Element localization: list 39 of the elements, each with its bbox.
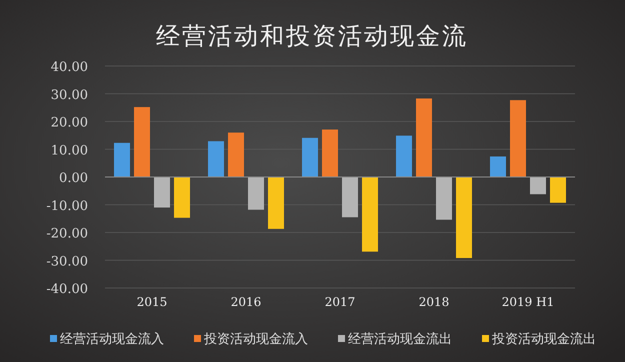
y-tick-label: 30.00 (50, 88, 88, 103)
bar (342, 177, 358, 218)
bar (436, 177, 452, 220)
bar (490, 156, 506, 177)
bar (248, 177, 264, 210)
y-tick-label: -30.00 (46, 254, 88, 270)
y-tick-label: -20.00 (46, 226, 88, 242)
bar (302, 138, 318, 177)
bar (114, 142, 130, 177)
y-tick-label: 20.00 (50, 116, 88, 130)
y-tick-label: -10.00 (46, 198, 88, 214)
x-tick-label: 2017 (324, 295, 356, 309)
bar (268, 177, 284, 229)
bar (456, 177, 472, 258)
bar (416, 98, 432, 177)
y-tick-label: 40.00 (50, 60, 88, 75)
legend-label: 经营活动现金流出 (348, 331, 452, 347)
bar (510, 100, 526, 177)
bar (174, 177, 190, 218)
x-tick-label: 2015 (136, 295, 168, 309)
legend-label: 经营活动现金流入 (60, 331, 164, 347)
legend-label: 投资活动现金流出 (491, 331, 596, 347)
x-tick-label: 2019 H1 (502, 295, 554, 309)
legend-label: 投资活动现金流入 (203, 331, 308, 347)
bar (154, 177, 170, 208)
bar (362, 177, 378, 252)
x-tick-label: 2018 (418, 295, 450, 309)
bar (134, 107, 150, 177)
bar (322, 130, 338, 177)
chart-title: 经营活动和投资活动现金流 (156, 22, 468, 50)
bar (530, 177, 546, 194)
bar (208, 141, 224, 177)
bar (396, 136, 412, 177)
x-tick-label: 2016 (230, 295, 262, 309)
y-tick-label: 10.00 (50, 143, 88, 158)
bar (228, 132, 244, 177)
y-tick-label: 0.00 (59, 171, 88, 186)
bar (550, 177, 566, 203)
y-tick-label: -40.00 (46, 282, 88, 297)
